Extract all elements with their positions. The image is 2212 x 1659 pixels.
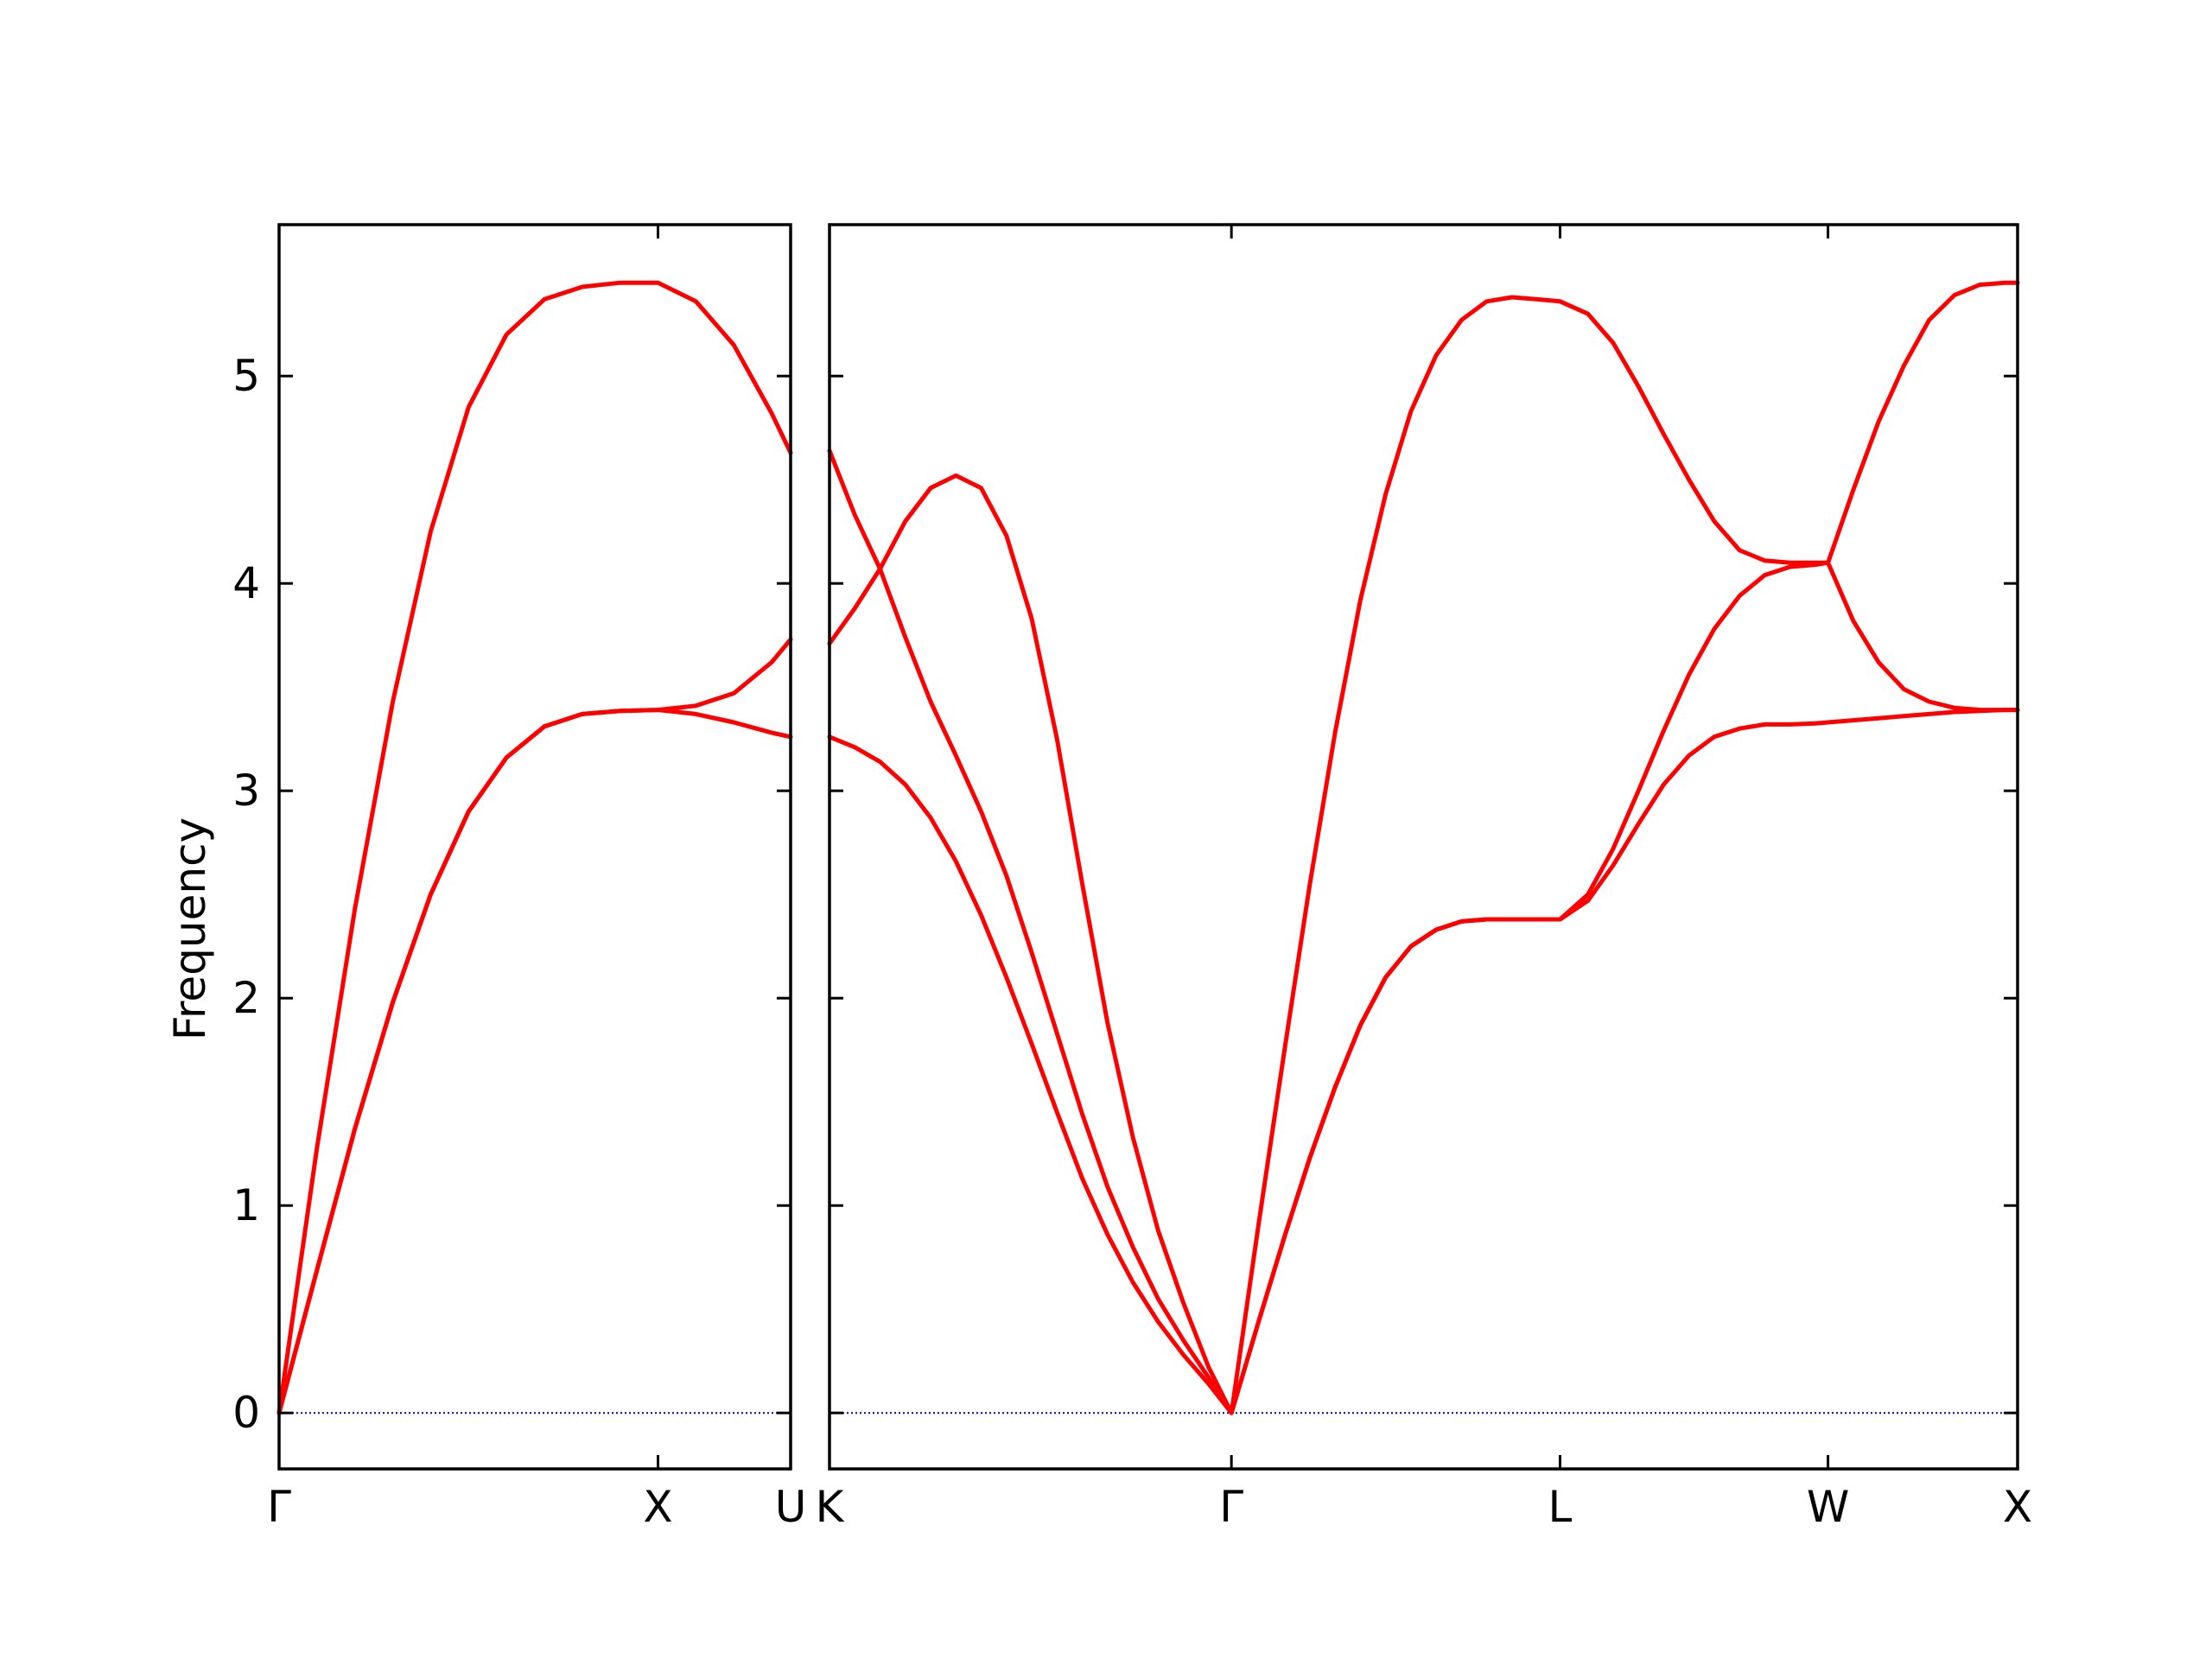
y-tick-label: 4 — [232, 558, 260, 608]
x-tick-label: U — [775, 1482, 807, 1532]
x-tick-label: X — [643, 1482, 672, 1532]
x-tick-label: K — [816, 1482, 845, 1532]
x-tick-label: X — [2003, 1482, 2032, 1532]
y-tick-label: 5 — [232, 351, 260, 401]
y-tick-label: 1 — [232, 1180, 260, 1230]
y-tick-label: 0 — [232, 1388, 260, 1438]
y-tick-label: 2 — [232, 973, 260, 1023]
x-tick-label: Γ — [267, 1482, 291, 1532]
y-axis-label: Frequency — [165, 817, 215, 1040]
axes-frame — [828, 223, 2019, 1471]
band-line-3 — [276, 708, 793, 1415]
panel-left: 0 1 2 3 4 5 Γ X U — [232, 223, 807, 1532]
x-tick-label: W — [1807, 1482, 1849, 1532]
band-line-3 — [827, 708, 2020, 1415]
x-tick-label: L — [1548, 1482, 1573, 1532]
axes-frame — [277, 223, 792, 1471]
x-tick-label: Γ — [1219, 1482, 1243, 1532]
band-line-1 — [276, 280, 793, 1415]
y-tick-label: 3 — [232, 766, 260, 816]
